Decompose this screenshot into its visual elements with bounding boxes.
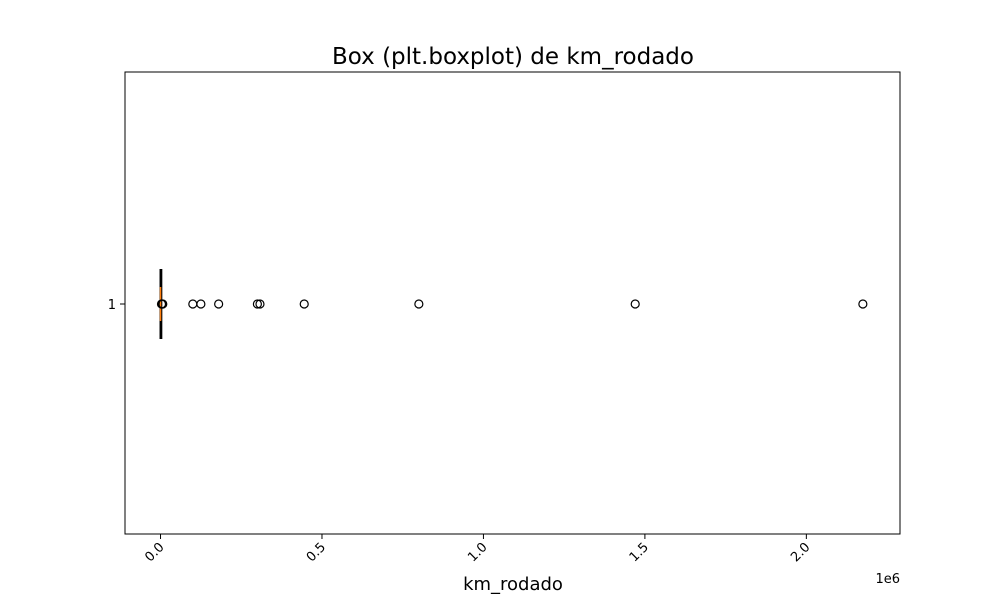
x-axis-label: km_rodado xyxy=(463,574,563,595)
x-tick-label: 0.5 xyxy=(304,540,329,565)
outlier-point xyxy=(414,299,424,309)
outlier-point xyxy=(158,299,168,309)
outlier-point xyxy=(630,299,640,309)
x-tick-label: 1.5 xyxy=(627,540,652,565)
plot-area-frame xyxy=(124,71,901,535)
outlier-point xyxy=(214,299,224,309)
outlier-point xyxy=(255,299,265,309)
outlier-point xyxy=(252,299,262,309)
outlier-point xyxy=(858,299,868,309)
x-tick-label: 1.0 xyxy=(465,540,490,565)
y-axis: 1 xyxy=(108,298,125,313)
chart-title: Box (plt.boxplot) de km_rodado xyxy=(332,44,694,70)
y-tick-label: 1 xyxy=(108,298,116,313)
x-axis-offset-label: 1e6 xyxy=(875,572,900,587)
boxplot-marks xyxy=(156,269,868,339)
x-axis: 0.0 0.5 1.0 1.5 2.0 xyxy=(142,534,813,565)
x-tick-label: 2.0 xyxy=(788,540,813,565)
outlier-point xyxy=(188,299,198,309)
outlier-point xyxy=(299,299,309,309)
outlier-point xyxy=(196,299,206,309)
x-tick-label: 0.0 xyxy=(142,540,167,565)
